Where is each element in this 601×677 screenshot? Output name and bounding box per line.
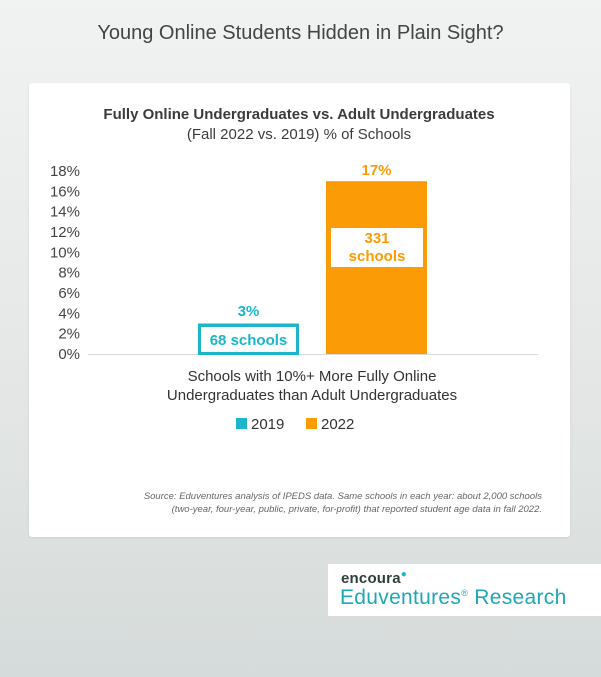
chart-card: Fully Online Undergraduates vs. Adult Un… [29, 83, 570, 537]
y-tick-label: 8% [58, 265, 80, 282]
legend-swatch-2022 [306, 418, 317, 429]
logo-encoura: encoura● [341, 569, 407, 587]
y-tick-label: 4% [58, 305, 80, 322]
source-note: Source: Eduventures analysis of IPEDS da… [144, 491, 542, 502]
logo-eduventures: Eduventures® Research [340, 586, 567, 610]
annotation-text-2022: schools [349, 248, 406, 265]
logo-product-suffix: Research [474, 586, 567, 609]
data-label-2019: 3% [238, 303, 260, 320]
y-tick-label: 16% [50, 183, 80, 200]
chart-subtitle: (Fall 2022 vs. 2019) % of Schools [187, 126, 411, 143]
x-category-label: Undergraduates than Adult Undergraduates [167, 387, 457, 404]
y-tick-label: 10% [50, 244, 80, 261]
logo-dot-icon: ● [400, 569, 408, 580]
y-tick-label: 0% [58, 346, 80, 363]
x-category-label: Schools with 10%+ More Fully Online [188, 368, 437, 385]
page-title: Young Online Students Hidden in Plain Si… [97, 22, 504, 44]
legend-label-2022: 2022 [321, 416, 354, 433]
annotation-text-2022: 331 [364, 230, 389, 247]
registered-mark: ® [461, 588, 469, 598]
annotation-box-2019 [198, 324, 299, 355]
source-note: (two-year, four-year, public, private, f… [172, 504, 542, 515]
y-tick-label: 12% [50, 224, 80, 241]
bar-2022 [326, 181, 427, 354]
bar-chart: Fully Online Undergraduates vs. Adult Un… [50, 106, 542, 515]
y-tick-label: 18% [50, 163, 80, 180]
logo-brand-text: encoura [341, 570, 401, 587]
annotation-text-2019: 68 schools [210, 332, 288, 349]
y-tick-label: 2% [58, 326, 80, 343]
data-label-2022: 17% [361, 162, 391, 179]
legend-label-2019: 2019 [251, 416, 284, 433]
logo-product-text: Eduventures [340, 586, 462, 609]
chart-title: Fully Online Undergraduates vs. Adult Un… [103, 106, 494, 123]
y-tick-label: 14% [50, 204, 80, 221]
brand-logo: encoura● Eduventures® Research [328, 564, 601, 616]
annotation-box-2022 [331, 228, 423, 267]
legend-swatch-2019 [236, 418, 247, 429]
y-tick-label: 6% [58, 285, 80, 302]
